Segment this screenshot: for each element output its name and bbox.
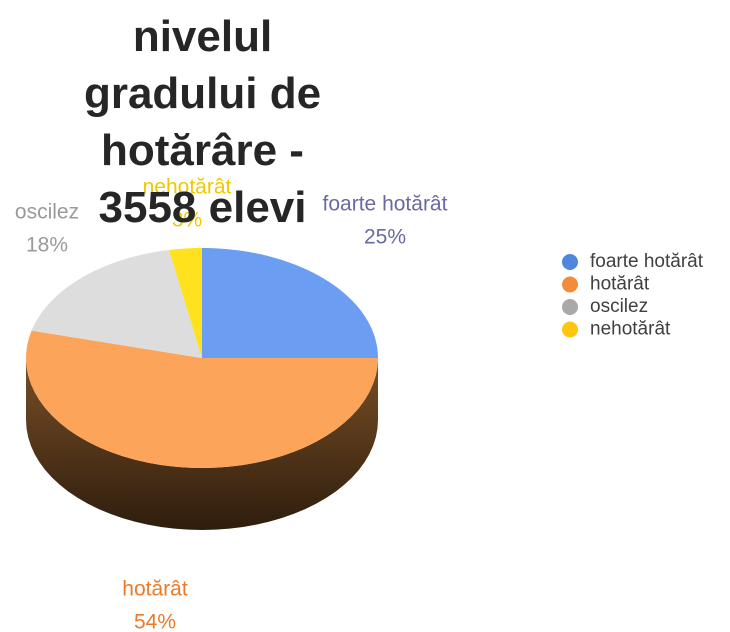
chart-title: nivelul gradului de hotărâre - 3558 elev… <box>83 12 322 232</box>
legend-label: foarte hotărât <box>590 251 704 272</box>
legend-label: oscilez <box>590 296 648 317</box>
data-label-name: nehotărât <box>143 176 232 199</box>
slice <box>202 248 378 358</box>
legend-marker <box>562 321 578 338</box>
data-label-value: 25% <box>364 226 406 249</box>
legend-label: hotărât <box>590 274 650 295</box>
legend-marker <box>562 299 578 315</box>
data-label-name: hotărât <box>122 578 188 601</box>
legend-marker <box>562 276 578 293</box>
data-label-name: oscilez <box>15 201 79 224</box>
slice <box>31 249 203 358</box>
data-label-name: foarte hotărât <box>323 193 448 216</box>
legend-marker <box>562 254 578 270</box>
legend-label: nehotărât <box>590 319 671 340</box>
slice-side <box>26 358 378 530</box>
slice <box>26 330 379 468</box>
slice <box>169 248 202 358</box>
data-label-value: 54% <box>134 611 176 632</box>
data-label-value: 3% <box>172 209 202 232</box>
data-label-value: 18% <box>26 234 68 257</box>
